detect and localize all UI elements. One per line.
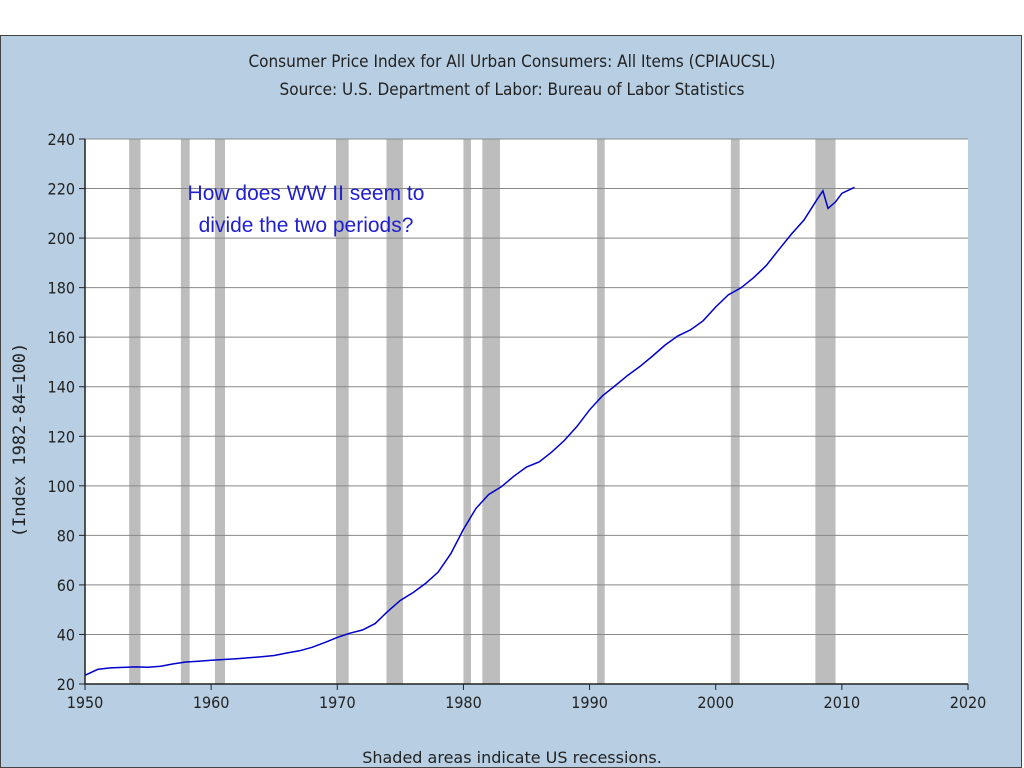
y-tick-label: 120	[48, 427, 75, 446]
recession-band	[129, 139, 141, 684]
axes: 20 40 60 80 100 120 140 160 180 200 220 240 1950 1960…	[48, 130, 987, 712]
y-tick-label: 140	[48, 378, 75, 397]
recession-band	[336, 139, 349, 684]
recession-band	[214, 139, 226, 684]
recession-band	[386, 139, 403, 684]
y-axis-label: (Index 1982-84=100)	[10, 342, 30, 538]
recession-bands	[129, 139, 836, 684]
x-tick-label: 2000	[697, 693, 734, 712]
y-tick-label: 240	[48, 130, 75, 149]
chart-subtitle: Source: U.S. Department of Labor: Bureau…	[279, 80, 745, 100]
chart-title: Consumer Price Index for All Urban Consu…	[248, 52, 776, 72]
y-tick-label: 20	[57, 675, 75, 694]
x-tick-label: 1980	[445, 693, 482, 712]
recession-band	[815, 139, 836, 684]
y-tick-label: 180	[48, 279, 75, 298]
cpi-series-line	[84, 186, 855, 676]
y-tick-label: 80	[57, 526, 75, 545]
x-tick-label: 1970	[319, 693, 356, 712]
annotation-question: How does WW II seem to divide the two pe…	[187, 182, 425, 237]
recession-band	[180, 139, 190, 684]
x-tick-label: 1990	[571, 693, 608, 712]
recession-band	[463, 139, 471, 684]
y-tick-label: 200	[48, 229, 75, 248]
x-tick-label: 1960	[193, 693, 230, 712]
recession-band	[482, 139, 501, 684]
recession-band	[730, 139, 740, 684]
x-tick-label: 1950	[67, 693, 104, 712]
y-tick-label: 100	[48, 477, 75, 496]
y-tick-label: 160	[48, 328, 75, 347]
recession-band	[597, 139, 605, 684]
x-tick-label: 2010	[824, 693, 861, 712]
series-layer	[84, 186, 855, 676]
recession-footnote: Shaded areas indicate US recessions.	[362, 748, 662, 767]
y-tick-label: 60	[57, 576, 75, 595]
y-tick-label: 220	[48, 180, 75, 199]
x-tick-label: 2020	[950, 693, 987, 712]
y-tick-label: 40	[57, 625, 75, 644]
